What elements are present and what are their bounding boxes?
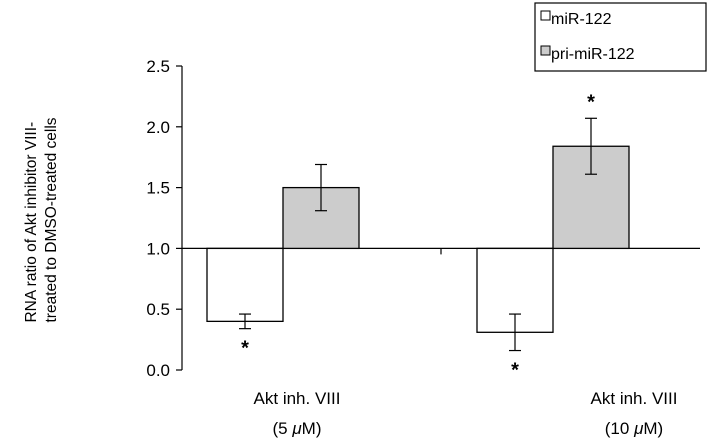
y-tick-label: 2.5: [146, 57, 170, 76]
legend-label-pri-mir122: pri-miR-122: [551, 46, 635, 63]
significance-star-miR-122-1: *: [511, 360, 519, 382]
bar-miR-122-0: [206, 247, 284, 323]
legend-swatch-mir122: [540, 10, 551, 21]
legend-label-mir122: miR-122: [551, 11, 612, 28]
category-label-0-line-1: Akt inh. VIII: [254, 389, 341, 408]
y-axis-title-line-2: treated to DMSO-treated cells: [43, 117, 60, 322]
y-axis-title-line-1: RNA ratio of Akt inhibitor VIII-: [23, 122, 40, 323]
y-tick-label: 0.5: [146, 300, 170, 319]
category-label-0-line-2: (5 μM): [273, 419, 322, 438]
y-tick-label: 1.5: [146, 179, 170, 198]
y-tick-label: 1.0: [146, 239, 170, 258]
legend-swatch-pri-mir122: [540, 45, 551, 56]
category-label-0-mu: μ: [291, 419, 302, 438]
legend-box: [534, 2, 707, 72]
category-label-1: Akt inh. VIII (10 μM): [591, 389, 678, 438]
y-axis-title: RNA ratio of Akt inhibitor VIII- treated…: [23, 117, 60, 322]
category-label-1-prefix: (10: [605, 419, 634, 438]
significance-star-pri-miR-122-1: *: [587, 91, 595, 113]
y-axis: 0.0 0.5 1.0 1.5 2.0 2.5: [146, 57, 183, 380]
significance-star-miR-122-0: *: [241, 338, 249, 360]
category-label-1-line-1: Akt inh. VIII: [591, 389, 678, 408]
category-label-1-suffix: M): [643, 419, 663, 438]
y-tick-label: 0.0: [146, 361, 170, 380]
category-label-0-prefix: (5: [273, 419, 293, 438]
category-label-1-line-2: (10 μM): [605, 419, 663, 438]
bars: * * *: [206, 91, 630, 382]
category-label-0-suffix: M): [302, 419, 322, 438]
category-label-0: Akt inh. VIII (5 μM): [254, 389, 341, 438]
legend: miR-122 pri-miR-122: [534, 2, 707, 72]
y-tick-label: 2.0: [146, 118, 170, 137]
category-label-1-mu: μ: [633, 419, 644, 438]
